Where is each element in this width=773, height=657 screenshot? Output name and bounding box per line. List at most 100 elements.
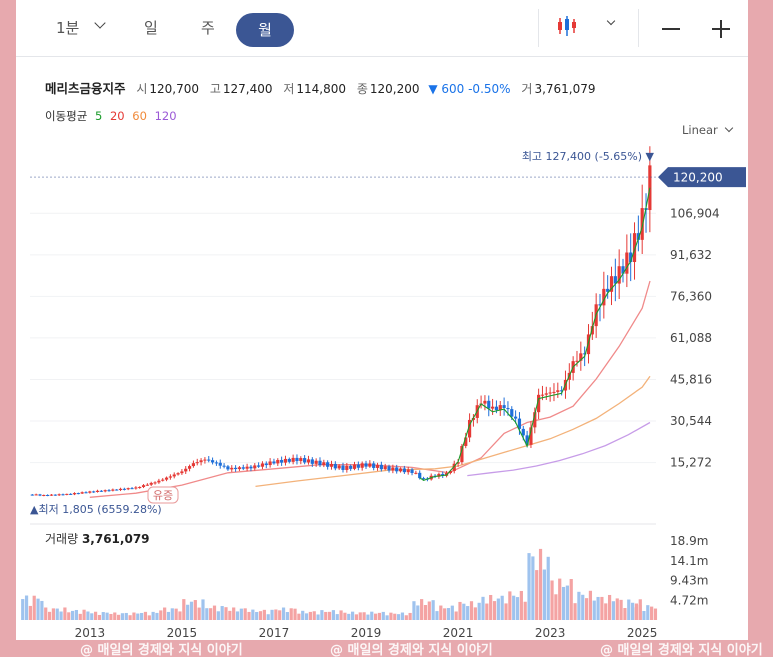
tab-week[interactable]: 주 (201, 19, 215, 37)
candle-body (34, 494, 38, 496)
volume-bar (439, 605, 443, 620)
watermark-text: @ 매일의 경제와 지식 이야기 (330, 642, 493, 657)
scale-mode-select[interactable]: Linear (682, 123, 733, 137)
tab-month[interactable]: 월 (236, 13, 294, 47)
ma5-line (419, 187, 651, 482)
zoom-in-icon[interactable] (710, 18, 732, 40)
volume-bar (270, 609, 274, 620)
volume-bar (642, 610, 646, 620)
volume-bar (178, 611, 182, 620)
candlestick-chart-type-icon[interactable] (556, 14, 582, 38)
candle-body (264, 463, 268, 466)
watermark-text: @ 매일의 경제와 지식 이야기 (80, 642, 243, 657)
volume-bar (389, 612, 393, 620)
candle-body (226, 466, 230, 470)
volume-bar (435, 611, 439, 620)
candle-body (533, 412, 537, 428)
volume-bar (70, 610, 75, 620)
candle-body (118, 488, 123, 491)
volume-bar (496, 598, 500, 620)
volume-bar (247, 611, 251, 620)
candle-body (636, 233, 640, 240)
candle-body (337, 465, 341, 469)
volume-tick-label: 18.9m (670, 534, 708, 548)
volume-bar (220, 606, 224, 620)
volume-bar (400, 612, 405, 620)
candle-body (341, 465, 345, 470)
volume-bar (212, 605, 217, 620)
current-price-tag (658, 167, 746, 188)
candle-body (402, 468, 406, 473)
volume-bar (512, 595, 516, 620)
candle-body (329, 463, 334, 467)
candle-body (99, 490, 103, 492)
volume-bar (266, 614, 270, 620)
candle-body (521, 428, 525, 436)
candle-body (199, 460, 203, 463)
volume-tick-label: 14.1m (670, 554, 708, 568)
candle-body (157, 480, 161, 483)
candle-body (441, 473, 445, 476)
ma-60-entry: 60 (132, 109, 147, 123)
x-tick-label: 2019 (351, 626, 382, 640)
candle-body (418, 472, 422, 479)
candle-body (494, 406, 499, 411)
tab-day[interactable]: 일 (144, 19, 158, 37)
candle-body (107, 490, 111, 492)
y-tick-label: 91,632 (670, 248, 712, 262)
volume-bar (189, 601, 194, 620)
candle-body (506, 408, 510, 410)
volume-label: 거 (521, 82, 533, 96)
candle-body (176, 473, 180, 475)
candle-body (575, 360, 579, 362)
volume-bar (128, 615, 132, 620)
volume-bar (489, 594, 493, 620)
volume-bar (316, 614, 320, 620)
volume-bar (258, 611, 263, 620)
candle-body (88, 491, 92, 493)
interval-select-label[interactable]: 1분 (56, 19, 80, 37)
volume-bar (446, 608, 451, 620)
volume-bar (604, 603, 608, 620)
volume-bar (47, 611, 52, 620)
candle-body (237, 467, 242, 470)
volume-bar (527, 553, 531, 620)
candle-body (214, 462, 219, 464)
candle-body (69, 493, 73, 495)
volume-bar (301, 610, 305, 620)
volume-bar (281, 607, 286, 620)
zoom-out-icon[interactable] (660, 18, 682, 40)
y-tick-label: 106,904 (670, 206, 720, 220)
candle-body (141, 485, 146, 488)
all-time-low-annotation: ▲최저 1,805 (6559.28%) (30, 503, 162, 516)
volume-bar (228, 610, 232, 620)
candle-body (164, 477, 169, 480)
volume-bar (416, 605, 420, 620)
candle-body (391, 467, 395, 471)
candle-body (222, 465, 226, 467)
volume-bar (458, 601, 462, 620)
candle-body (268, 461, 272, 466)
candle-body (38, 494, 42, 496)
volume-bar (55, 608, 59, 620)
candle-body (111, 489, 115, 491)
volume-bar (611, 601, 616, 620)
candle-body (130, 488, 134, 490)
candle-body (617, 266, 621, 284)
moving-average-legend[interactable]: 이동평균 5 20 60 120 (45, 108, 177, 124)
candle-body (260, 463, 265, 467)
volume-bar (40, 600, 44, 620)
candle-body (375, 464, 380, 468)
candle-body (241, 467, 245, 469)
volume-bar (408, 612, 412, 620)
volume-bar (393, 613, 397, 620)
candle-body (314, 460, 318, 464)
volume-bar (105, 612, 109, 620)
candle-body (640, 208, 644, 240)
volume-bar (78, 613, 82, 620)
volume-bar (304, 613, 309, 620)
volume-bar (404, 615, 408, 620)
candle-body (514, 416, 518, 419)
volume-panel-title: 거래량 (45, 532, 79, 546)
